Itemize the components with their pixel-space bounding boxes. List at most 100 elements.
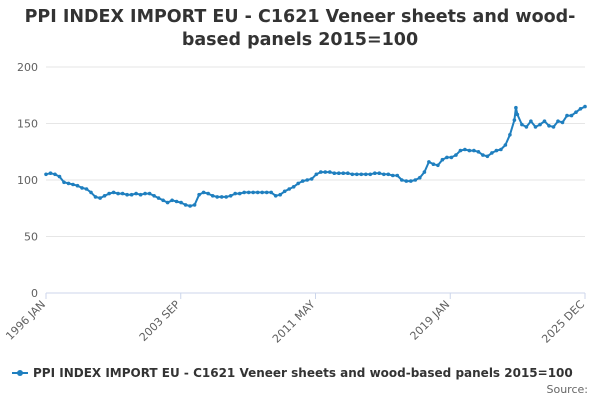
series-point[interactable]	[174, 199, 179, 204]
series-point[interactable]	[48, 171, 53, 175]
series-point[interactable]	[323, 170, 328, 174]
series-point[interactable]	[264, 190, 269, 195]
series-point[interactable]	[583, 104, 587, 109]
series-point[interactable]	[404, 179, 409, 183]
series-point[interactable]	[391, 173, 395, 178]
series-point[interactable]	[111, 190, 116, 195]
legend[interactable]: PPI INDEX IMPORT EU - C1621 Veneer sheet…	[12, 366, 573, 380]
series-point[interactable]	[440, 157, 445, 162]
series-point[interactable]	[197, 192, 201, 197]
series-point[interactable]	[445, 155, 449, 160]
series-point[interactable]	[422, 170, 427, 174]
series-point[interactable]	[574, 110, 578, 114]
series-point[interactable]	[224, 195, 228, 199]
series-point[interactable]	[481, 153, 485, 157]
series-point[interactable]	[228, 194, 233, 198]
series-point[interactable]	[476, 150, 481, 154]
series-point[interactable]	[418, 175, 422, 180]
series-point[interactable]	[463, 147, 467, 152]
series-point[interactable]	[368, 172, 373, 177]
series-point[interactable]	[377, 171, 382, 175]
series-point[interactable]	[57, 174, 62, 179]
series-point[interactable]	[319, 170, 323, 174]
series-point[interactable]	[89, 190, 93, 195]
series-point[interactable]	[346, 171, 350, 175]
series-point[interactable]	[556, 119, 560, 123]
series-point[interactable]	[296, 181, 301, 186]
series-point[interactable]	[183, 203, 188, 207]
series-point[interactable]	[309, 177, 314, 181]
series-point[interactable]	[107, 191, 111, 196]
series-point[interactable]	[219, 195, 224, 199]
series-point[interactable]	[305, 178, 310, 182]
series-point[interactable]	[373, 171, 377, 175]
series-point[interactable]	[179, 200, 183, 205]
series-point[interactable]	[116, 191, 120, 196]
series-point[interactable]	[273, 194, 278, 198]
series-point[interactable]	[551, 125, 556, 129]
series-point[interactable]	[165, 200, 170, 205]
series-point[interactable]	[291, 185, 296, 189]
series-point[interactable]	[282, 189, 287, 194]
series-point[interactable]	[512, 118, 517, 122]
series-point[interactable]	[472, 148, 476, 153]
series-point[interactable]	[260, 190, 265, 195]
series-point[interactable]	[436, 163, 440, 168]
series-point[interactable]	[565, 113, 569, 118]
series-point[interactable]	[125, 192, 129, 197]
series-point[interactable]	[143, 191, 147, 196]
series-point[interactable]	[170, 198, 174, 203]
series-point[interactable]	[485, 154, 490, 159]
series-point[interactable]	[278, 192, 283, 197]
series-point[interactable]	[560, 120, 565, 125]
series-point[interactable]	[427, 160, 431, 164]
series-point[interactable]	[431, 162, 436, 166]
series-point[interactable]	[246, 190, 251, 195]
series-point[interactable]	[332, 171, 337, 175]
series-point[interactable]	[350, 172, 355, 177]
series-point[interactable]	[569, 113, 574, 118]
series-point[interactable]	[337, 171, 341, 175]
series-point[interactable]	[215, 195, 219, 199]
series-point[interactable]	[210, 194, 215, 198]
series-point[interactable]	[206, 191, 210, 196]
series-point[interactable]	[201, 190, 206, 195]
series-point[interactable]	[520, 122, 524, 127]
series-point[interactable]	[147, 191, 152, 196]
series-point[interactable]	[156, 196, 161, 200]
series-point[interactable]	[386, 172, 391, 177]
series-point[interactable]	[355, 172, 359, 177]
series-point[interactable]	[269, 190, 274, 195]
series-point[interactable]	[120, 191, 125, 196]
series-point[interactable]	[152, 194, 156, 198]
series-point[interactable]	[98, 196, 102, 200]
series-point[interactable]	[341, 171, 346, 175]
series-point[interactable]	[53, 172, 57, 177]
series-point[interactable]	[129, 192, 134, 197]
series-point[interactable]	[533, 125, 538, 129]
series-point[interactable]	[494, 148, 499, 153]
series-point[interactable]	[508, 133, 512, 137]
series-point[interactable]	[547, 124, 551, 128]
series-point[interactable]	[467, 148, 472, 153]
series-point[interactable]	[503, 143, 508, 147]
series-point[interactable]	[66, 181, 71, 186]
series-point[interactable]	[538, 122, 542, 127]
legend-entry-label[interactable]: PPI INDEX IMPORT EU - C1621 Veneer sheet…	[33, 366, 573, 380]
series-point[interactable]	[242, 190, 246, 195]
series-point[interactable]	[542, 119, 547, 123]
series-point[interactable]	[192, 203, 197, 207]
series-point[interactable]	[524, 125, 529, 129]
series-point[interactable]	[409, 179, 413, 183]
series-point[interactable]	[80, 186, 84, 190]
series-point[interactable]	[138, 192, 143, 197]
series-point[interactable]	[490, 151, 494, 155]
series-point[interactable]	[449, 155, 454, 160]
series-point[interactable]	[102, 194, 107, 198]
series-point[interactable]	[44, 172, 48, 177]
series-point[interactable]	[314, 172, 319, 177]
series-point[interactable]	[458, 148, 463, 153]
series-point[interactable]	[413, 178, 418, 182]
series-point[interactable]	[364, 172, 368, 177]
series-point[interactable]	[395, 173, 400, 178]
